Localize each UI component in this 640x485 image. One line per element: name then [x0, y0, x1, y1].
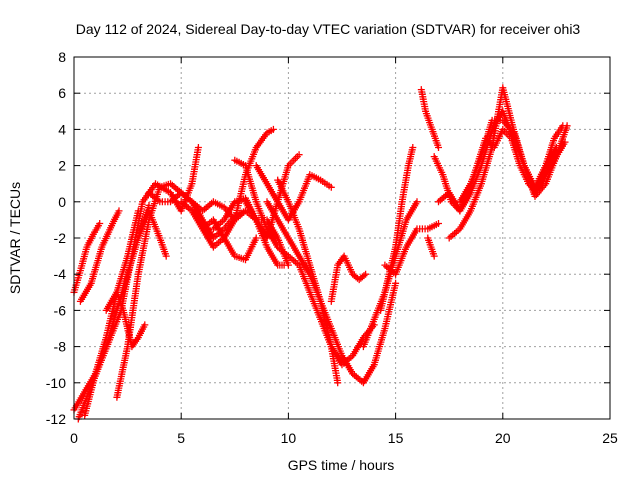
series-17 — [327, 252, 370, 305]
data-series — [70, 84, 571, 423]
series-25-markers — [445, 84, 571, 242]
x-tick-label-4: 20 — [495, 430, 511, 446]
series-19-markers — [377, 144, 417, 314]
x-tick-label-0: 0 — [70, 430, 78, 446]
series-21-markers — [417, 86, 442, 151]
y-tick-label-4: -4 — [54, 266, 67, 282]
series-26-markers — [456, 116, 560, 206]
series-22-markers — [424, 234, 438, 260]
x-tick-label-1: 5 — [177, 430, 185, 446]
x-tick-label-2: 10 — [281, 430, 297, 446]
series-7 — [134, 207, 170, 260]
series-4 — [81, 207, 142, 419]
y-tick-label-2: -8 — [54, 339, 67, 355]
series-4-markers — [81, 207, 142, 419]
series-25 — [445, 84, 571, 242]
y-tick-label-10: 8 — [58, 49, 66, 65]
y-tick-label-3: -6 — [54, 302, 67, 318]
series-11 — [231, 156, 378, 369]
series-16 — [263, 198, 400, 387]
y-tick-label-7: 2 — [58, 158, 66, 174]
y-tick-label-1: -10 — [46, 375, 66, 391]
axis-ticks: 0 5 10 15 20 25 -12 -10 -8 -6 -4 -2 0 2 4 6 8 — [46, 49, 618, 446]
series-20 — [381, 220, 442, 278]
series-16-markers — [263, 198, 400, 387]
series-13-markers — [242, 198, 288, 269]
x-tick-label-3: 15 — [388, 430, 404, 446]
series-14 — [252, 162, 335, 224]
series-1 — [76, 207, 123, 305]
series-17-markers — [327, 252, 370, 305]
y-tick-label-6: 0 — [58, 194, 66, 210]
series-13 — [242, 198, 288, 269]
series-1-markers — [76, 207, 123, 305]
y-tick-label-9: 6 — [58, 85, 66, 101]
series-19 — [377, 144, 417, 314]
series-11-markers — [231, 156, 378, 369]
x-tick-label-5: 25 — [602, 430, 618, 446]
series-22 — [424, 234, 438, 260]
series-26 — [456, 116, 560, 206]
x-axis-label: GPS time / hours — [288, 457, 395, 473]
y-tick-label-0: -12 — [46, 411, 66, 427]
series-14-markers — [252, 162, 335, 224]
series-7-markers — [134, 207, 170, 260]
series-20-markers — [381, 220, 442, 278]
y-tick-label-5: -2 — [54, 230, 67, 246]
y-axis-label: SDTVAR / TECUs — [7, 182, 23, 294]
series-21 — [417, 86, 442, 151]
y-tick-label-8: 4 — [58, 121, 66, 137]
chart-title: Day 112 of 2024, Sidereal Day-to-day VTE… — [76, 21, 581, 37]
